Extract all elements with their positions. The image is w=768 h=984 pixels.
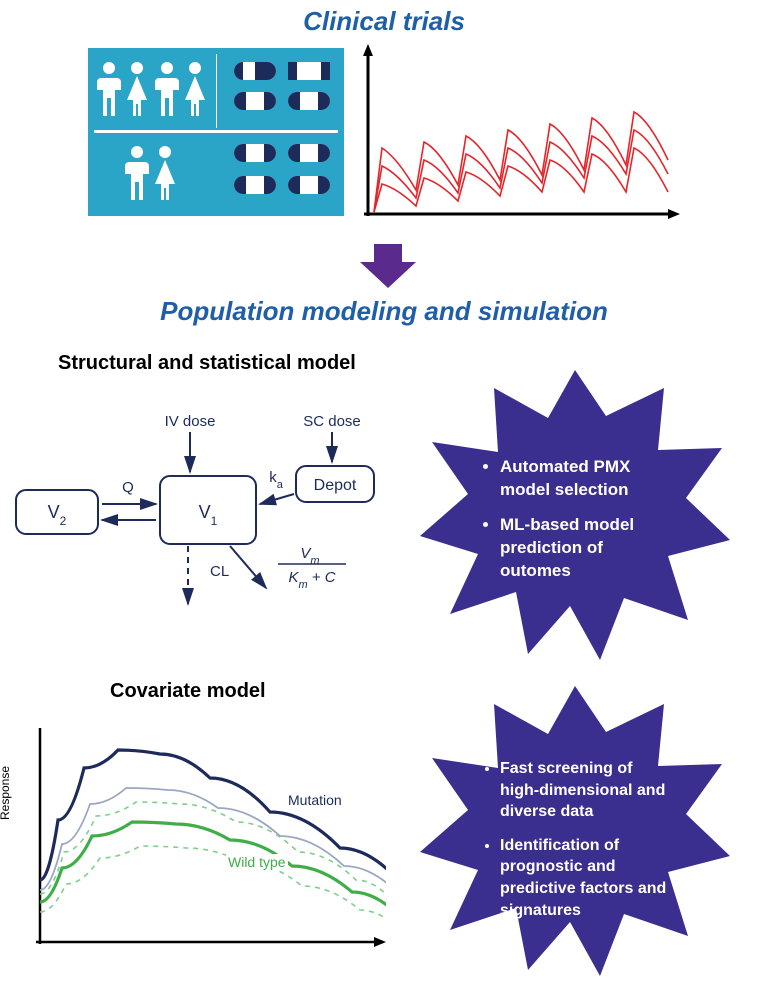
starburst-structural: Automated PMX model selection ML-based m… (420, 370, 730, 660)
starburst-item: Automated PMX model selection (500, 456, 672, 502)
starburst-item: ML-based model prediction of outomes (500, 514, 672, 583)
heading-covariate-model: Covariate model (110, 680, 266, 703)
pk-chart (360, 44, 680, 220)
pill-icon (288, 144, 330, 162)
svg-text:V1: V1 (199, 502, 218, 528)
cohort-divider-vertical (216, 54, 217, 128)
person-icon (124, 60, 150, 120)
page: Clinical trials (0, 0, 768, 984)
person-icon (182, 60, 208, 120)
compartment-diagram: V2 V1 Depot IV dose SC dose Q ka CL (10, 408, 380, 618)
cohort-divider-horizontal (94, 130, 338, 133)
starburst-item: Fast screening of high-dimensional and d… (500, 758, 672, 823)
title-clinical-trials: Clinical trials (0, 6, 768, 37)
down-arrow-icon (360, 244, 416, 288)
person-icon (124, 144, 150, 204)
title-population-modeling: Population modeling and simulation (0, 296, 768, 327)
pill-icon (234, 62, 276, 80)
svg-text:V2: V2 (48, 502, 67, 528)
pill-icon (234, 92, 276, 110)
svg-text:Q: Q (122, 479, 134, 496)
svg-text:ka: ka (269, 469, 284, 491)
pill-icon (234, 176, 276, 194)
starburst-covariate: Fast screening of high-dimensional and d… (420, 686, 730, 976)
covariate-ylabel: Response (0, 766, 12, 820)
person-icon (152, 144, 178, 204)
cohort-panel (88, 48, 344, 216)
label-wild-type: Wild type (226, 854, 288, 870)
starburst-content: Fast screening of high-dimensional and d… (482, 758, 672, 933)
label-mutation: Mutation (286, 792, 344, 808)
heading-structural-model: Structural and statistical model (58, 352, 356, 375)
svg-text:Km + C: Km + C (288, 569, 335, 591)
starburst-content: Automated PMX model selection ML-based m… (482, 456, 672, 595)
pill-icon (288, 92, 330, 110)
svg-text:Depot: Depot (314, 477, 357, 494)
person-icon (154, 60, 180, 120)
person-icon (96, 60, 122, 120)
pill-icon (288, 176, 330, 194)
pill-icon (288, 62, 330, 80)
covariate-chart: Response Mutation Wild type (16, 720, 386, 968)
svg-text:CL: CL (210, 563, 229, 580)
starburst-item: Identification of prognostic and predict… (500, 835, 672, 921)
svg-text:IV dose: IV dose (165, 413, 216, 430)
pill-icon (234, 144, 276, 162)
svg-text:SC dose: SC dose (303, 413, 361, 430)
